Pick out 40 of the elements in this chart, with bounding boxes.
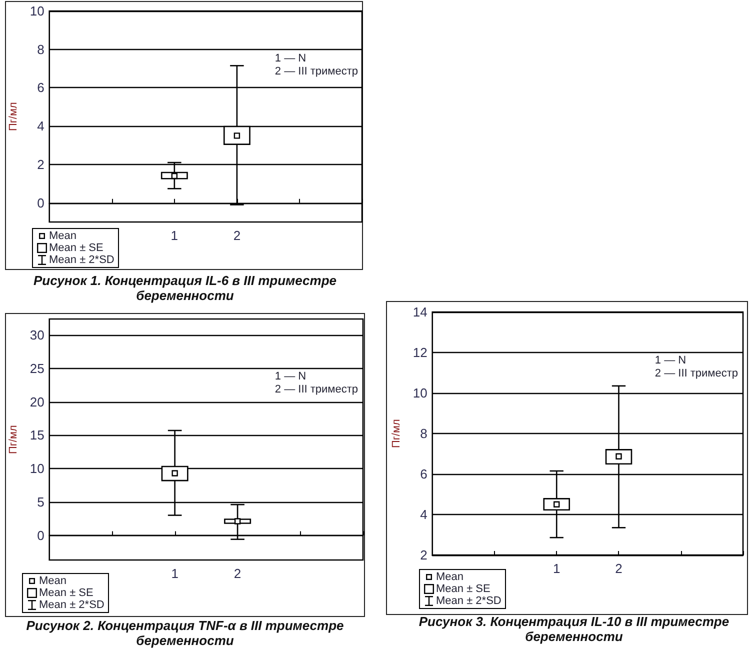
y-axis-title: Пг/мл — [8, 425, 20, 454]
text: Рисунок 3. Концентрация IL-10 в III триместре беременности — [418, 614, 730, 644]
annotation: 1 — N — [654, 354, 686, 366]
x-tick-label: 2 — [615, 561, 622, 576]
y-tick-label: 2 — [420, 548, 428, 562]
y-tick-label: 15 — [30, 428, 44, 443]
annotation: 2 — III триместр — [274, 66, 358, 78]
y-tick-label: 12 — [412, 345, 428, 360]
x-tick-label: 1 — [553, 561, 560, 576]
y-tick-label: 8 — [420, 426, 428, 441]
y-tick-label: 2 — [37, 156, 44, 172]
y-tick-label: 6 — [420, 466, 428, 482]
annotation: 2 — III триместр — [654, 368, 738, 380]
y-tick-label: 0 — [37, 528, 44, 543]
annotation: 1 — N — [274, 370, 306, 382]
y-tick-label: 4 — [37, 118, 44, 134]
y-tick-label: 0 — [37, 195, 44, 210]
y-tick-label: 4 — [420, 507, 428, 522]
y-axis-title: Пг/мл — [390, 419, 402, 448]
y-tick-label: 10 — [30, 461, 44, 476]
y-tick-label: 30 — [30, 328, 44, 343]
y-tick-label: 14 — [412, 304, 428, 320]
annotation: 2 — III триместр — [274, 384, 358, 396]
y-axis-title: Пг/мл — [8, 102, 20, 131]
text: Рисунок 1. Концентрация IL-6 в III триместре беременности — [32, 273, 338, 303]
y-tick-label: 25 — [30, 360, 44, 376]
x-tick-label: 2 — [234, 566, 242, 581]
y-tick-label: 10 — [30, 4, 44, 18]
y-tick-label: 5 — [37, 494, 44, 510]
x-tick-label: 1 — [171, 566, 178, 581]
y-tick-label: 8 — [37, 42, 44, 57]
key-box: Mean Mean ± SE Mean ± 2*SD — [22, 573, 110, 613]
key-box: Mean Mean ± SE Mean ± 2*SD — [419, 569, 506, 609]
x-tick-label: 1 — [170, 228, 178, 243]
text: Рисунок 2. Концентрация TNF-α в III триместре беременности — [25, 618, 345, 648]
key-box: Mean Mean ± SE Mean ± 2*SD — [32, 228, 120, 268]
y-tick-label: 20 — [30, 394, 44, 410]
y-tick-label: 10 — [412, 386, 428, 400]
annotation: 1 — N — [274, 52, 306, 64]
y-tick-label: 6 — [37, 80, 44, 96]
